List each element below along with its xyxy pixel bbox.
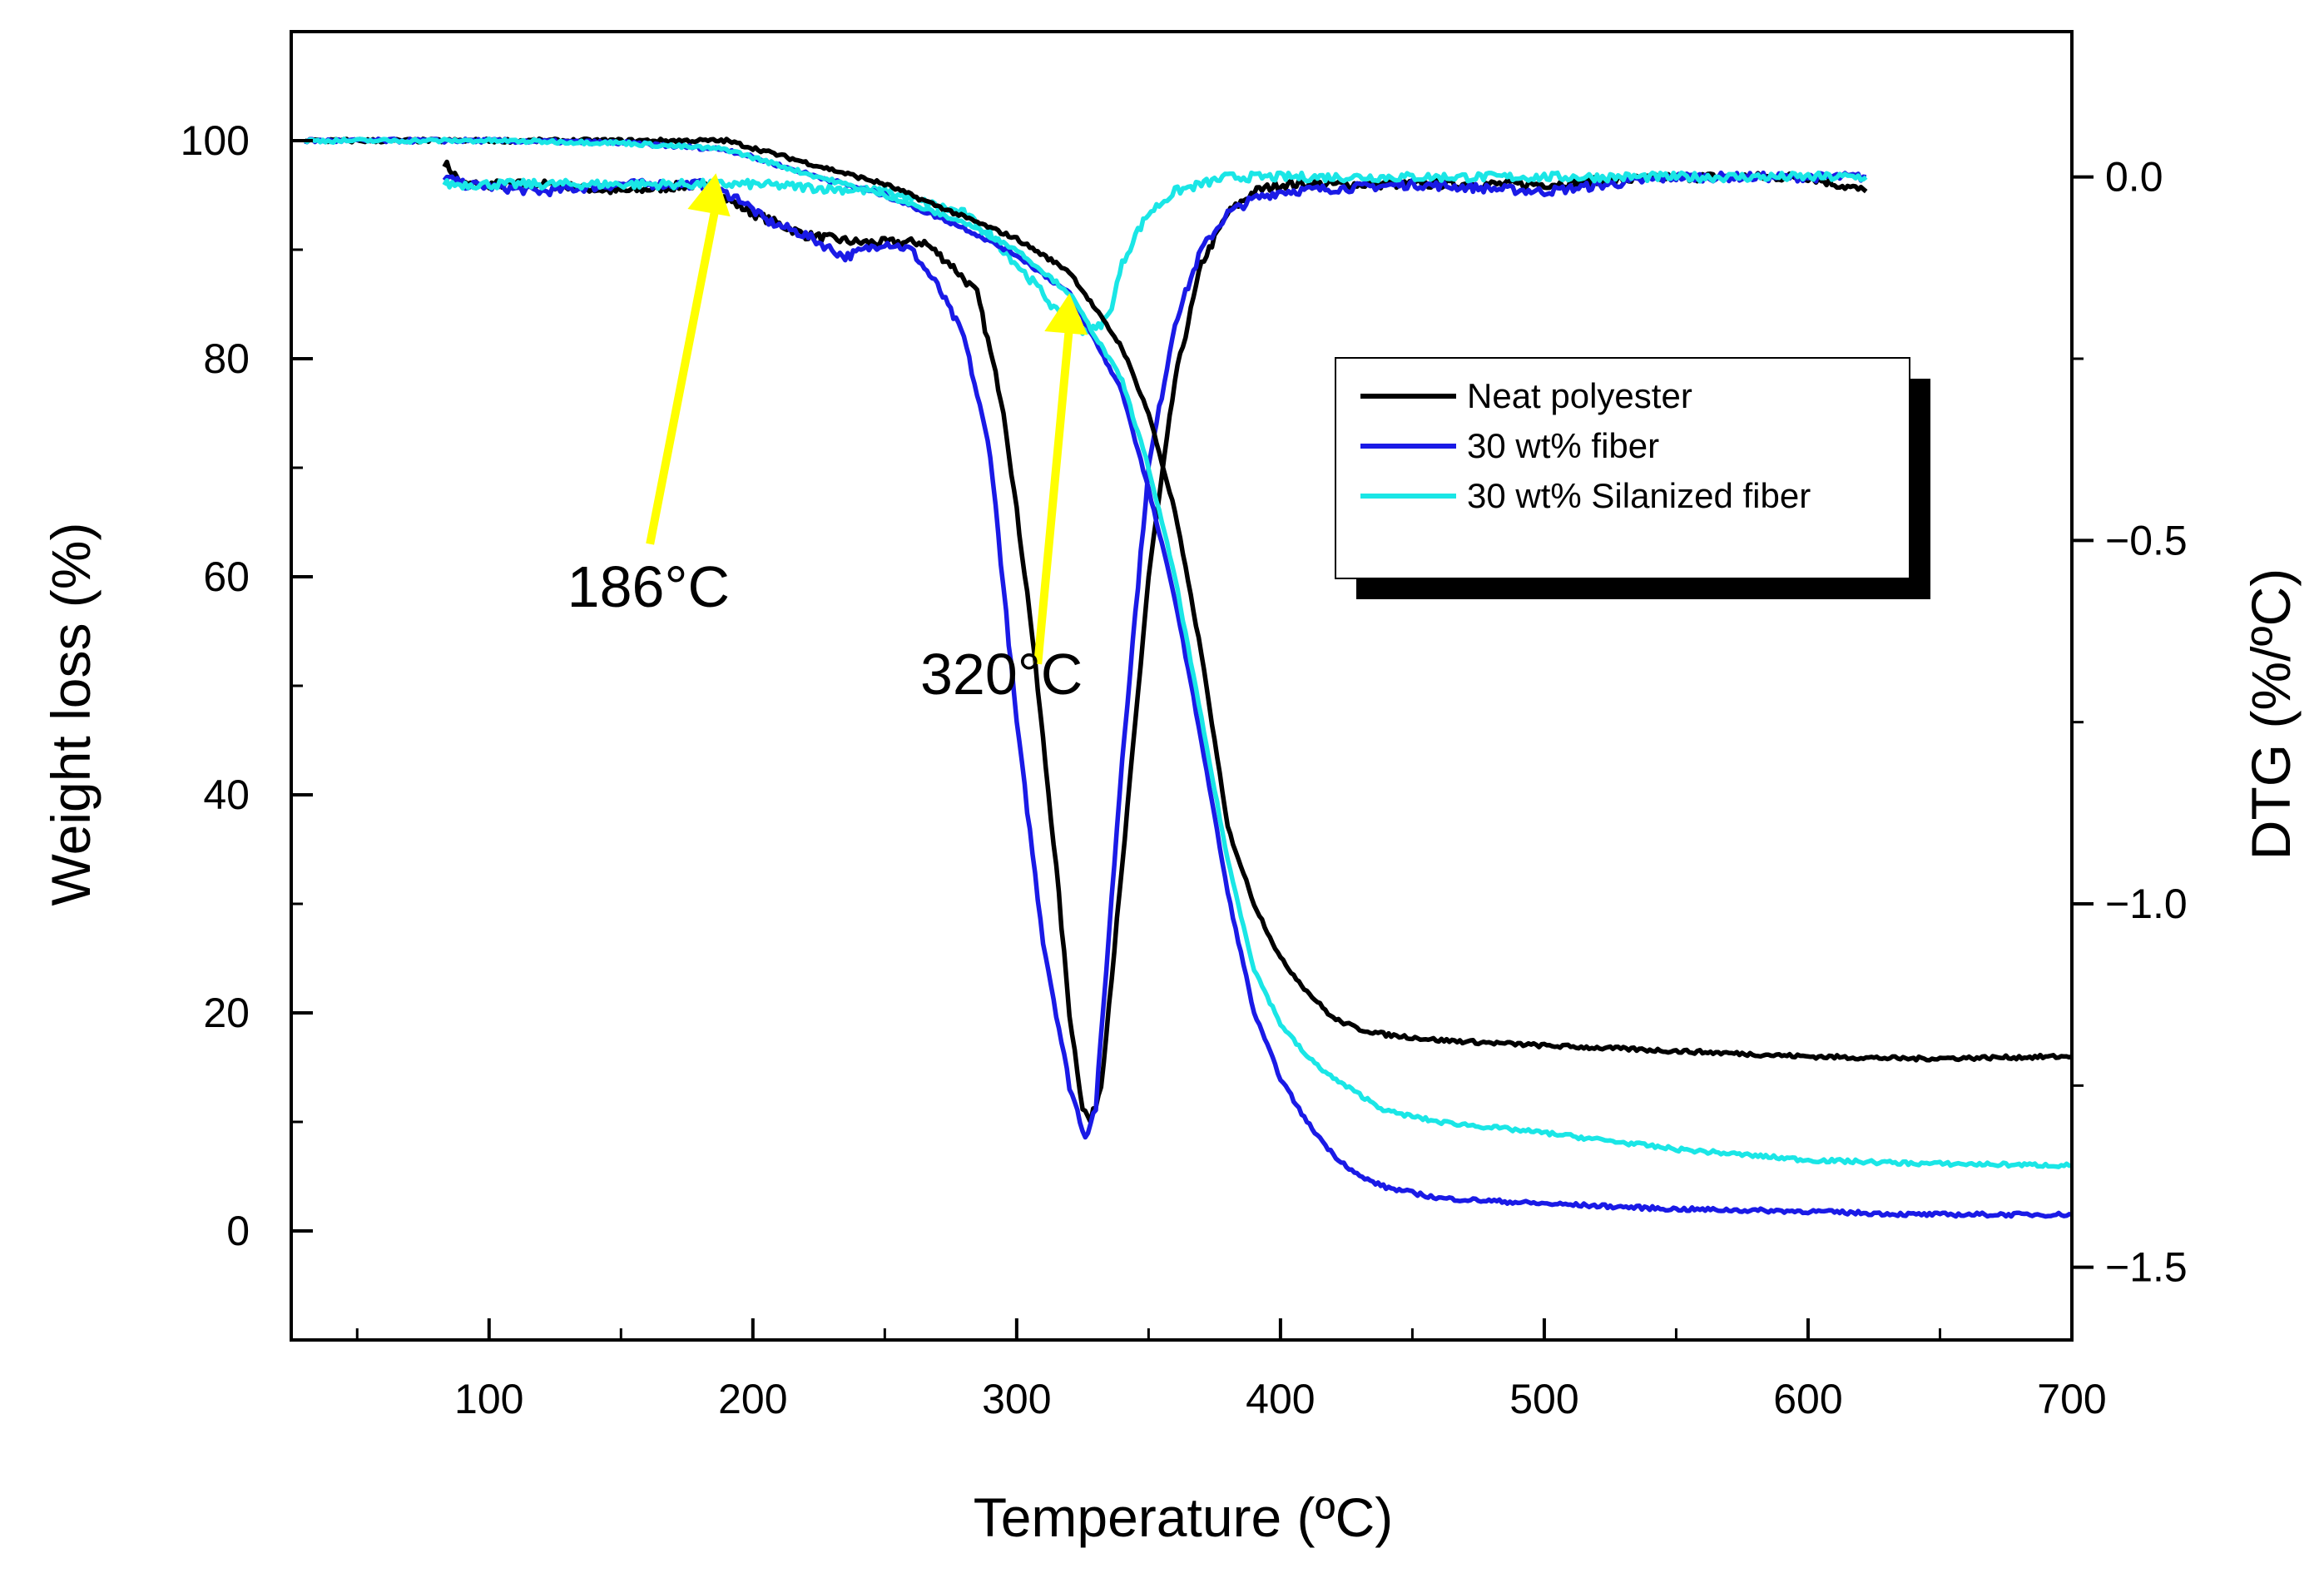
y-tick-label: 40	[203, 772, 250, 818]
annotation-arrow-head-1	[687, 173, 731, 217]
annotation-arrow-head-2	[1044, 293, 1088, 335]
annotation-label-1: 186°C	[567, 554, 730, 619]
y-tick-label: 60	[203, 553, 250, 600]
x-tick-label: 700	[2037, 1376, 2106, 1422]
annotation-arrow-shaft-1	[646, 204, 721, 545]
y2-axis-title: DTG (%/ºC)	[2240, 568, 2302, 860]
axis-layer: 100 200 300 400 500 600 700 0 20 40 60 80 100 0.0 −0.5…	[181, 30, 2188, 1422]
x-axis-title: Temperature (ºC)	[974, 1486, 1394, 1548]
legend: Neat polyester 30 wt% fiber 30 wt% Silaniz…	[1335, 357, 1930, 599]
dtg-line-30-wt-silanized-fiber	[442, 170, 1868, 336]
y-tick-label: 20	[203, 990, 250, 1036]
legend-label-30-wt-silanized-fiber: 30 wt% Silanized fiber	[1467, 476, 1811, 515]
annotation-layer: 186°C 320°C	[567, 173, 1088, 707]
y2-tick-label: −1.0	[2105, 881, 2188, 927]
annotation-label-2: 320°C	[920, 642, 1083, 707]
legend-label-neat-polyester: Neat polyester	[1467, 376, 1692, 415]
annotation-arrow-shaft-2	[1033, 324, 1074, 665]
y-tick-label: 100	[181, 117, 250, 164]
y-tick-label: 0	[226, 1208, 250, 1254]
x-tick-label: 100	[454, 1376, 523, 1422]
y-axis-title: Weight loss (%)	[40, 523, 102, 906]
y2-tick-label: 0.0	[2105, 154, 2163, 201]
x-tick-label: 200	[718, 1376, 787, 1422]
series-layer	[303, 136, 2073, 1219]
tg-line-30-wt-silanized-fiber	[303, 136, 2073, 1169]
x-tick-label: 300	[982, 1376, 1051, 1422]
x-tick-label: 600	[1773, 1376, 1842, 1422]
legend-label-30-wt-fiber: 30 wt% fiber	[1467, 426, 1659, 465]
y2-tick-label: −0.5	[2105, 517, 2188, 563]
y-tick-label: 80	[203, 335, 250, 382]
y2-tick-label: −1.5	[2105, 1244, 2188, 1291]
x-tick-label: 400	[1246, 1376, 1315, 1422]
x-tick-label: 500	[1509, 1376, 1578, 1422]
